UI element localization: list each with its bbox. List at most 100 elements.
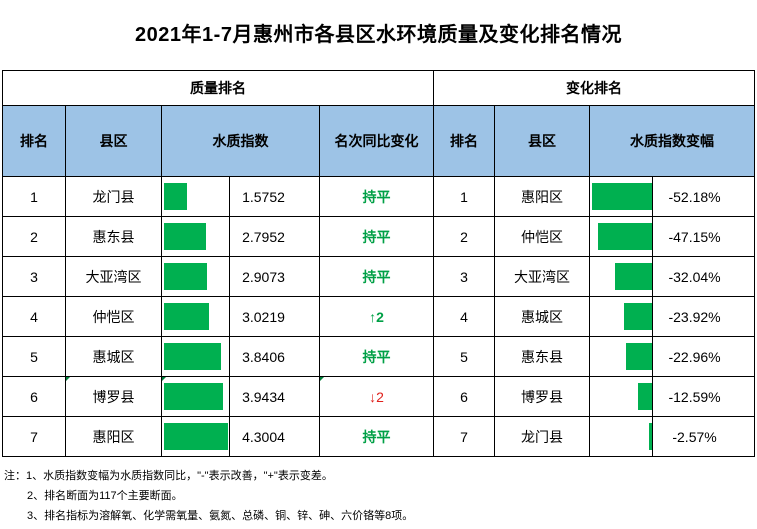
table-row: 7 惠阳区 4.3004 持平 7 龙门县 -2.57% — [2, 416, 756, 457]
header-county: 县区 — [65, 105, 162, 177]
delta-bar-cell — [589, 256, 654, 297]
group-quality: 质量排名 — [1, 70, 435, 106]
header-rank: 排名 — [2, 105, 66, 177]
table-row: 4 仲恺区 3.0219 ↑2 4 惠城区 -23.92% — [2, 296, 756, 337]
delta-bar — [626, 343, 652, 370]
delta-bar — [598, 223, 652, 250]
index-value: 4.3004 — [229, 416, 320, 457]
index-bar-cell — [161, 376, 230, 417]
yoy-cell: 持平 — [318, 216, 435, 257]
delta-value: -32.04% — [652, 256, 756, 297]
delta-bar-cell — [589, 296, 654, 337]
index-value: 2.7952 — [229, 216, 320, 257]
index-bar — [164, 223, 206, 250]
header-county2: 县区 — [494, 105, 591, 177]
table-row: 1 龙门县 1.5752 持平 1 惠阳区 -52.18% — [2, 176, 756, 217]
county-label: 龙门县 — [92, 188, 135, 205]
yoy-change: 持平 — [362, 188, 391, 205]
delta-value: -52.18% — [652, 176, 756, 217]
delta-bar — [615, 263, 652, 290]
county-label: 博罗县 — [92, 388, 135, 405]
index-bar — [164, 343, 221, 370]
yoy-cell: ↑2 — [318, 296, 435, 337]
group-change: 变化排名 — [433, 70, 756, 106]
rank2-cell: 5 — [433, 336, 496, 377]
county-cell: 龙门县 — [65, 176, 162, 217]
rank2-cell: 1 — [433, 176, 496, 217]
note-3: 3、排名指标为溶解氧、化学需氧量、氨氮、总磷、铜、锌、砷、六价铬等8项。 — [27, 510, 414, 522]
county-cell: 博罗县 — [65, 376, 162, 417]
index-bar — [164, 383, 223, 410]
index-bar-cell — [161, 256, 230, 297]
rank-cell: 1 — [2, 176, 66, 217]
county2-cell: 大亚湾区 — [494, 256, 591, 297]
county2-cell: 惠阳区 — [494, 176, 591, 217]
delta-bar — [638, 383, 652, 410]
index-bar-cell — [161, 216, 230, 257]
county-cell: 大亚湾区 — [65, 256, 162, 297]
cell-marker-icon — [162, 377, 166, 381]
county-cell: 惠城区 — [65, 336, 162, 377]
rank2-cell: 7 — [433, 416, 496, 457]
delta-bar — [649, 423, 652, 450]
yoy-cell: ↓2 — [318, 376, 435, 417]
county-label: 惠阳区 — [92, 428, 135, 445]
delta-bar-cell — [589, 216, 654, 257]
rank-cell: 7 — [2, 416, 66, 457]
delta-bar-cell — [589, 336, 654, 377]
delta-value: -23.92% — [652, 296, 756, 337]
index-bar-cell — [161, 296, 230, 337]
index-bar-cell — [161, 336, 230, 377]
note-1: 注：1、水质指数变幅为水质指数同比，"-"表示改善，"+"表示变差。 — [4, 470, 333, 482]
county2-cell: 龙门县 — [494, 416, 591, 457]
rank-cell: 4 — [2, 296, 66, 337]
table-row: 3 大亚湾区 2.9073 持平 3 大亚湾区 -32.04% — [2, 256, 756, 297]
index-bar-cell — [161, 416, 230, 457]
yoy-cell: 持平 — [318, 176, 435, 217]
header-rank2: 排名 — [433, 105, 496, 177]
yoy-cell: 持平 — [318, 336, 435, 377]
delta-bar — [592, 183, 652, 210]
county2-cell: 仲恺区 — [494, 216, 591, 257]
table-row: 6 博罗县 3.9434 ↓2 6 博罗县 -12.59% — [2, 376, 756, 417]
county-cell: 惠东县 — [65, 216, 162, 257]
header-delta: 水质指数变幅 — [589, 105, 756, 177]
index-value: 3.0219 — [229, 296, 320, 337]
delta-value: -22.96% — [652, 336, 756, 377]
county-label: 仲恺区 — [92, 308, 135, 325]
index-bar-cell — [161, 176, 230, 217]
header-yoy: 名次同比变化 — [318, 105, 435, 177]
yoy-change: 持平 — [362, 228, 391, 245]
yoy-change: ↑2 — [369, 308, 384, 325]
delta-bar-cell — [589, 416, 654, 457]
delta-bar-cell — [589, 376, 654, 417]
rank2-cell: 4 — [433, 296, 496, 337]
yoy-change: ↓2 — [369, 388, 384, 405]
index-bar — [164, 423, 228, 450]
index-value: 2.9073 — [229, 256, 320, 297]
county-label: 惠城区 — [92, 348, 135, 365]
delta-bar — [624, 303, 652, 330]
index-value: 3.9434 — [229, 376, 320, 417]
rank2-cell: 3 — [433, 256, 496, 297]
cell-marker-icon — [320, 377, 324, 381]
page-title: 2021年1-7月惠州市各县区水环境质量及变化排名情况 — [135, 24, 622, 46]
rank-cell: 2 — [2, 216, 66, 257]
ranking-table: 质量排名 变化排名 排名 县区 水质指数 名次同比变化 排名 县区 水质指数变幅… — [1, 70, 756, 457]
table-row: 5 惠城区 3.8406 持平 5 惠东县 -22.96% — [2, 336, 756, 377]
yoy-change: 持平 — [362, 428, 391, 445]
yoy-cell: 持平 — [318, 256, 435, 297]
county-cell: 仲恺区 — [65, 296, 162, 337]
county2-cell: 惠城区 — [494, 296, 591, 337]
rank-cell: 5 — [2, 336, 66, 377]
delta-value: -12.59% — [652, 376, 756, 417]
delta-bar-cell — [589, 176, 654, 217]
yoy-change: 持平 — [362, 348, 391, 365]
rank-cell: 3 — [2, 256, 66, 297]
county-label: 大亚湾区 — [85, 268, 142, 285]
rank2-cell: 2 — [433, 216, 496, 257]
delta-value: -2.57% — [652, 416, 756, 457]
cell-marker-icon — [66, 377, 70, 381]
county2-cell: 惠东县 — [494, 336, 591, 377]
county-label: 惠东县 — [92, 228, 135, 245]
